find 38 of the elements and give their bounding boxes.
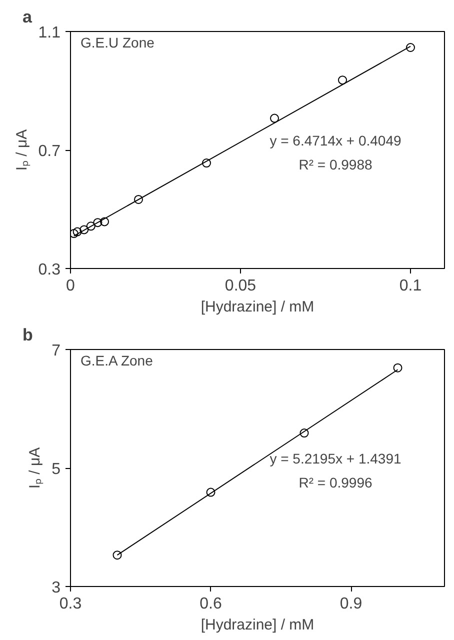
y-axis-title: Iₚ / μA: [26, 447, 44, 489]
point: [338, 76, 347, 85]
point: [72, 227, 82, 236]
point: [100, 217, 109, 226]
point: [134, 194, 143, 204]
point: [300, 428, 309, 438]
point: [80, 225, 89, 234]
point: [270, 114, 279, 123]
y-tick-label: 0.3: [38, 262, 61, 278]
x-tick-label: 0.1: [399, 278, 422, 294]
chart-title: b: [22, 326, 33, 344]
x-axis-title: [Hydrazine] / mM: [200, 616, 314, 634]
y-tick-label: 0.7: [38, 143, 61, 160]
point: [93, 218, 102, 228]
point: [112, 550, 122, 560]
y-tick-label: 1.1: [38, 24, 61, 42]
annotation: R² = 0.9988: [298, 156, 372, 172]
y-tick-label: 3: [52, 580, 61, 596]
point: [406, 43, 415, 52]
point: [206, 488, 216, 497]
y-tick-label: 5: [52, 461, 61, 478]
y-axis-title: Iₚ / μA: [13, 129, 30, 171]
x-tick-label: 0: [66, 278, 76, 294]
chart-title: a: [22, 8, 32, 26]
x-tick-label: 0.6: [200, 596, 222, 612]
point: [202, 158, 211, 168]
x-tick-label: 0.05: [224, 278, 256, 294]
point: [86, 222, 96, 231]
x-tick-label: 0.9: [340, 596, 362, 612]
point: [393, 363, 402, 372]
point: [70, 229, 78, 238]
annotation: G.E.U Zone: [80, 34, 155, 50]
annotation: y = 6.4714x + 0.4049: [270, 132, 402, 148]
annotation: G.E.A Zone: [80, 352, 154, 368]
y-tick-label: 7: [52, 342, 61, 360]
x-axis-title: [Hydrazine] / mM: [200, 298, 314, 316]
annotation: y = 5.2195x + 1.4391: [270, 450, 402, 466]
annotation: R² = 0.9996: [298, 474, 372, 490]
